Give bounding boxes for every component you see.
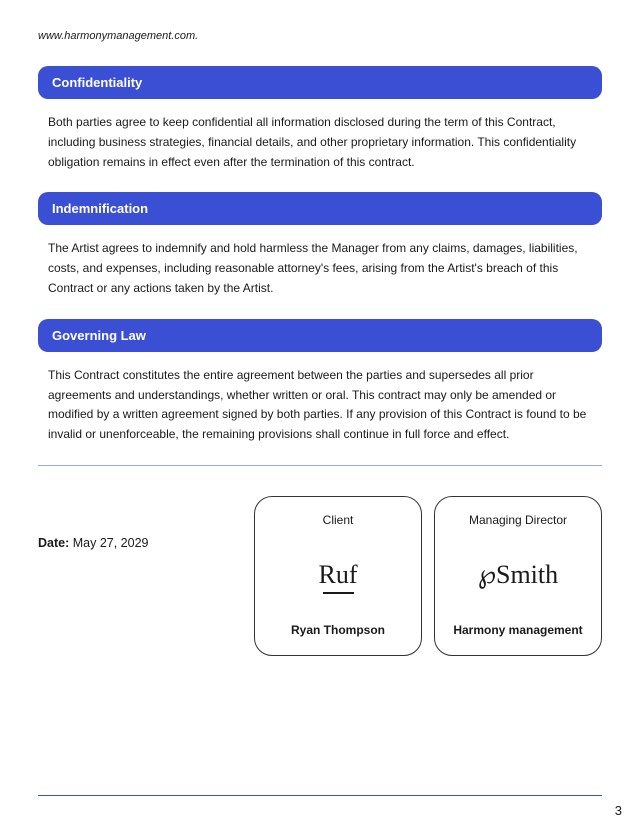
section-body-confidentiality: Both parties agree to keep confidential …	[38, 113, 602, 172]
section-body-governing-law: This Contract constitutes the entire agr…	[38, 366, 602, 445]
manager-name: Harmony management	[453, 623, 582, 637]
content-divider	[38, 465, 602, 466]
page-number: 3	[615, 803, 622, 818]
website-url: www.harmonymanagement.com.	[38, 30, 602, 42]
manager-signature-icon: ℘Smith	[478, 562, 558, 588]
date-block: Date: May 27, 2029	[38, 496, 242, 550]
section-header-governing-law: Governing Law	[38, 319, 602, 352]
client-role: Client	[323, 513, 354, 527]
footer-divider	[38, 795, 602, 796]
signature-box-manager: Managing Director ℘Smith Harmony managem…	[434, 496, 602, 656]
date-label: Date:	[38, 536, 69, 550]
client-signature-icon: Ruf	[319, 562, 358, 588]
signature-area: Date: May 27, 2029 Client Ruf Ryan Thomp…	[38, 496, 602, 656]
date-value: May 27, 2029	[69, 536, 148, 550]
section-header-confidentiality: Confidentiality	[38, 66, 602, 99]
client-name: Ryan Thompson	[291, 623, 385, 637]
manager-role: Managing Director	[469, 513, 567, 527]
section-header-indemnification: Indemnification	[38, 192, 602, 225]
signature-box-client: Client Ruf Ryan Thompson	[254, 496, 422, 656]
section-body-indemnification: The Artist agrees to indemnify and hold …	[38, 239, 602, 298]
